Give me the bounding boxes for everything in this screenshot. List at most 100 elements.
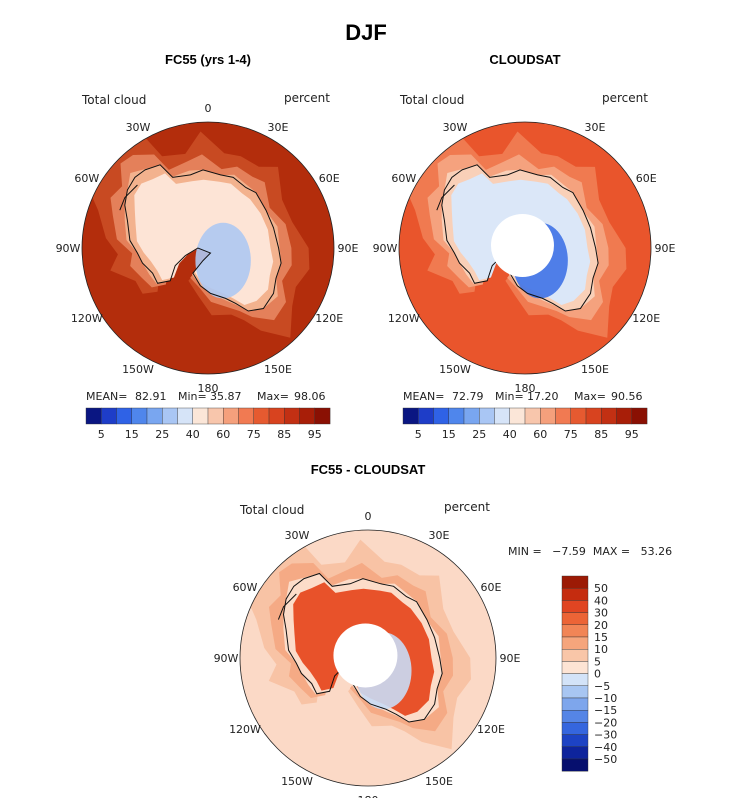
lon-label: 90W xyxy=(214,652,239,665)
colorbar-swatch xyxy=(433,407,450,425)
colorbar-swatch xyxy=(314,407,331,425)
colorbar-tick-label: 75 xyxy=(564,428,578,441)
colorbar-swatch xyxy=(479,407,495,425)
colorbar-swatch xyxy=(555,407,572,425)
legend-value-label: −10 xyxy=(594,692,617,705)
colorbar-swatch xyxy=(601,407,617,425)
lon-labels-diff: 0 30E 60E 90E 120E 150E 180 150W 120W 90W 60W 30W xyxy=(214,510,521,798)
peninsula-coastline xyxy=(436,184,455,211)
legend-value-label: −30 xyxy=(594,729,617,742)
colorbar-swatch xyxy=(177,407,194,425)
colorbar-swatch xyxy=(162,407,178,425)
lon-label: 150E xyxy=(264,363,292,376)
panel-title-diff: FC55 - CLOUDSAT xyxy=(311,462,426,477)
stats-line-diff: MIN = −7.59 MAX = 53.26 xyxy=(508,545,672,558)
stat-max-value: 98.06 xyxy=(294,390,326,403)
colorbar-swatch xyxy=(253,407,270,425)
legend-swatch xyxy=(561,575,589,589)
colorbar-tick-label: 40 xyxy=(186,428,200,441)
legend-swatch xyxy=(561,649,589,662)
peninsula-coastline xyxy=(119,184,138,211)
polar-map-fc55 xyxy=(82,122,334,374)
units-label-diff: percent xyxy=(444,500,490,514)
lon-label: 120W xyxy=(71,312,103,325)
colorbar-cloudsat: 5 15 25 40 60 75 85 95 xyxy=(402,407,648,441)
antarctica-coastline xyxy=(282,572,443,723)
lon-label: 30E xyxy=(585,121,606,134)
legend-swatch xyxy=(561,734,589,747)
legend-swatch xyxy=(561,612,589,625)
panel-fc55: FC55 (yrs 1-4) Total cloud percent 0 30E 6… xyxy=(56,52,359,441)
lon-label: 120E xyxy=(477,723,505,736)
colorbar-swatch xyxy=(268,407,285,425)
interior-anomaly xyxy=(195,222,251,299)
legend-value-label: 20 xyxy=(594,619,608,632)
colorbar-tick-label: 75 xyxy=(247,428,261,441)
colorbar-swatch xyxy=(585,407,602,425)
units-label-fc55: percent xyxy=(284,91,330,105)
lon-label: 120W xyxy=(388,312,420,325)
colorbar-tick-label: 25 xyxy=(155,428,169,441)
legend-value-label: −15 xyxy=(594,704,617,717)
colorbar-tick-label: 40 xyxy=(503,428,517,441)
units-label-cloudsat: percent xyxy=(602,91,648,105)
stat-min-label: Min= xyxy=(178,390,207,403)
lon-labels-cloudsat: 30E 60E 90E 120E 150E 180 150W 120W 90W 60W 30W xyxy=(373,121,676,395)
colorbar-tick-label: 60 xyxy=(533,428,547,441)
polar-map-cloudsat xyxy=(399,122,651,374)
lon-label: 150E xyxy=(425,775,453,788)
stat-max-label: Max= xyxy=(257,390,289,403)
colorbar-swatch xyxy=(631,407,648,425)
colorbar-tick-label: 85 xyxy=(594,428,608,441)
legend-value-label: 10 xyxy=(594,643,608,656)
colorbar-tick-label: 15 xyxy=(442,428,456,441)
lon-label: 90E xyxy=(500,652,521,665)
stat-min-value: 17.20 xyxy=(527,390,559,403)
legend-value-label: 15 xyxy=(594,631,608,644)
lon-label: 30E xyxy=(268,121,289,134)
map-border-fc55 xyxy=(81,121,335,375)
lon-labels-fc55: 0 30E 60E 90E 120E 150E 180 150W 120W 90W 60W 30W xyxy=(56,102,359,395)
colorbar-swatch xyxy=(223,407,239,425)
field-label-diff: Total cloud xyxy=(239,503,304,517)
stat-mean-label: MEAN= xyxy=(403,390,444,403)
legend-value-label: 40 xyxy=(594,594,608,607)
lon-label: 0 xyxy=(365,510,372,523)
colorbar-swatch xyxy=(418,407,434,425)
stat-max-label: Max= xyxy=(574,390,606,403)
colorbar-tick-label: 5 xyxy=(415,428,422,441)
figure-title: DJF xyxy=(345,20,387,45)
legend-swatch xyxy=(561,661,589,674)
colorbar-swatch xyxy=(463,407,480,425)
legend-value-label: −20 xyxy=(594,716,617,729)
stat-min-label: Min= xyxy=(495,390,524,403)
legend-swatch xyxy=(561,600,589,613)
lon-label: 60W xyxy=(391,172,416,185)
legend-swatch xyxy=(561,746,589,760)
colorbar-swatch xyxy=(146,407,163,425)
lon-label: 180 xyxy=(515,382,536,395)
colorbar-swatch xyxy=(509,407,526,425)
lon-label: 60E xyxy=(636,172,657,185)
legend-swatch xyxy=(561,624,589,638)
colorbar-fc55: 5 15 25 40 60 75 85 95 xyxy=(85,407,331,441)
lon-label: 90W xyxy=(373,242,398,255)
map-border-cloudsat xyxy=(398,121,652,375)
panel-title-fc55: FC55 (yrs 1-4) xyxy=(165,52,251,67)
colorbar-tick-label: 95 xyxy=(308,428,322,441)
colorbar-swatch xyxy=(402,407,419,425)
panel-title-cloudsat: CLOUDSAT xyxy=(489,52,560,67)
stat-mean-value: 82.91 xyxy=(135,390,167,403)
legend-value-label: −5 xyxy=(594,680,610,693)
legend-swatch xyxy=(561,673,589,686)
lon-label: 90E xyxy=(338,242,359,255)
legend-value-label: 5 xyxy=(594,655,601,668)
stat-min-value: 35.87 xyxy=(210,390,242,403)
legend-swatch xyxy=(561,588,589,601)
stats-fc55: MEAN= 82.91 Min= 35.87 Max= 98.06 xyxy=(86,390,326,403)
stat-mean-label: MEAN= xyxy=(86,390,127,403)
lon-label: 180 xyxy=(358,794,379,798)
lon-label: 150W xyxy=(122,363,154,376)
